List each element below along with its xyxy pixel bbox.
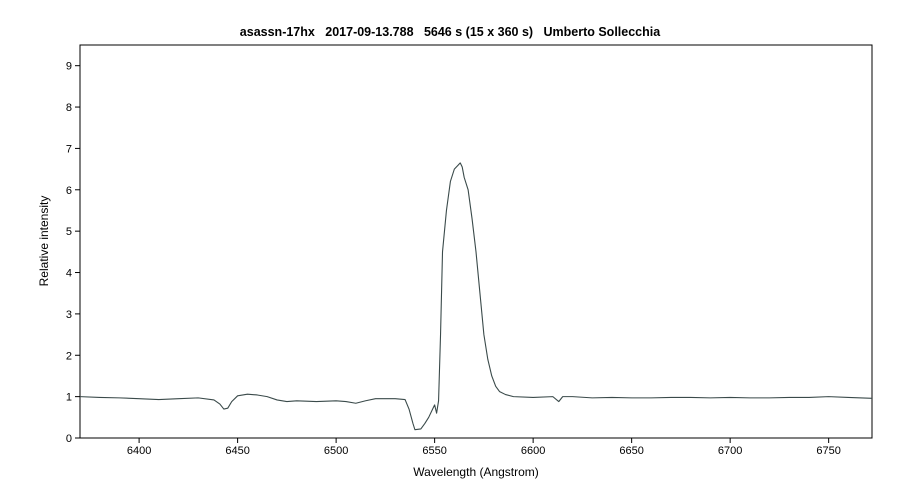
y-axis-label: Relative intensity xyxy=(37,196,51,287)
x-tick-label: 6650 xyxy=(619,445,643,457)
x-axis: 6400 6450 6500 6550 6600 6650 6700 6750 xyxy=(127,438,841,457)
y-tick-label: 7 xyxy=(66,143,72,155)
x-tick-label: 6450 xyxy=(225,445,249,457)
y-tick-label: 5 xyxy=(66,226,72,238)
y-tick-label: 8 xyxy=(66,102,72,114)
y-tick-label: 1 xyxy=(66,392,72,404)
y-tick-label: 4 xyxy=(66,268,72,280)
x-tick-label: 6600 xyxy=(521,445,545,457)
x-tick-label: 6400 xyxy=(127,445,151,457)
x-tick-label: 6550 xyxy=(422,445,446,457)
x-axis-label: Wavelength (Angstrom) xyxy=(413,465,539,479)
chart-title: asassn-17hx 2017-09-13.788 5646 s (15 x … xyxy=(239,25,661,39)
y-tick-label: 9 xyxy=(66,61,72,73)
y-axis: 0 1 2 3 4 5 6 7 8 9 xyxy=(66,61,80,445)
x-tick-label: 6500 xyxy=(324,445,348,457)
spectrum-line xyxy=(79,162,873,431)
x-tick-label: 6750 xyxy=(816,445,840,457)
y-tick-label: 3 xyxy=(66,309,72,321)
y-tick-label: 0 xyxy=(66,433,72,445)
plot-frame xyxy=(79,44,873,439)
y-tick-label: 2 xyxy=(66,350,72,362)
x-tick-label: 6700 xyxy=(718,445,742,457)
y-tick-label: 6 xyxy=(66,185,72,197)
